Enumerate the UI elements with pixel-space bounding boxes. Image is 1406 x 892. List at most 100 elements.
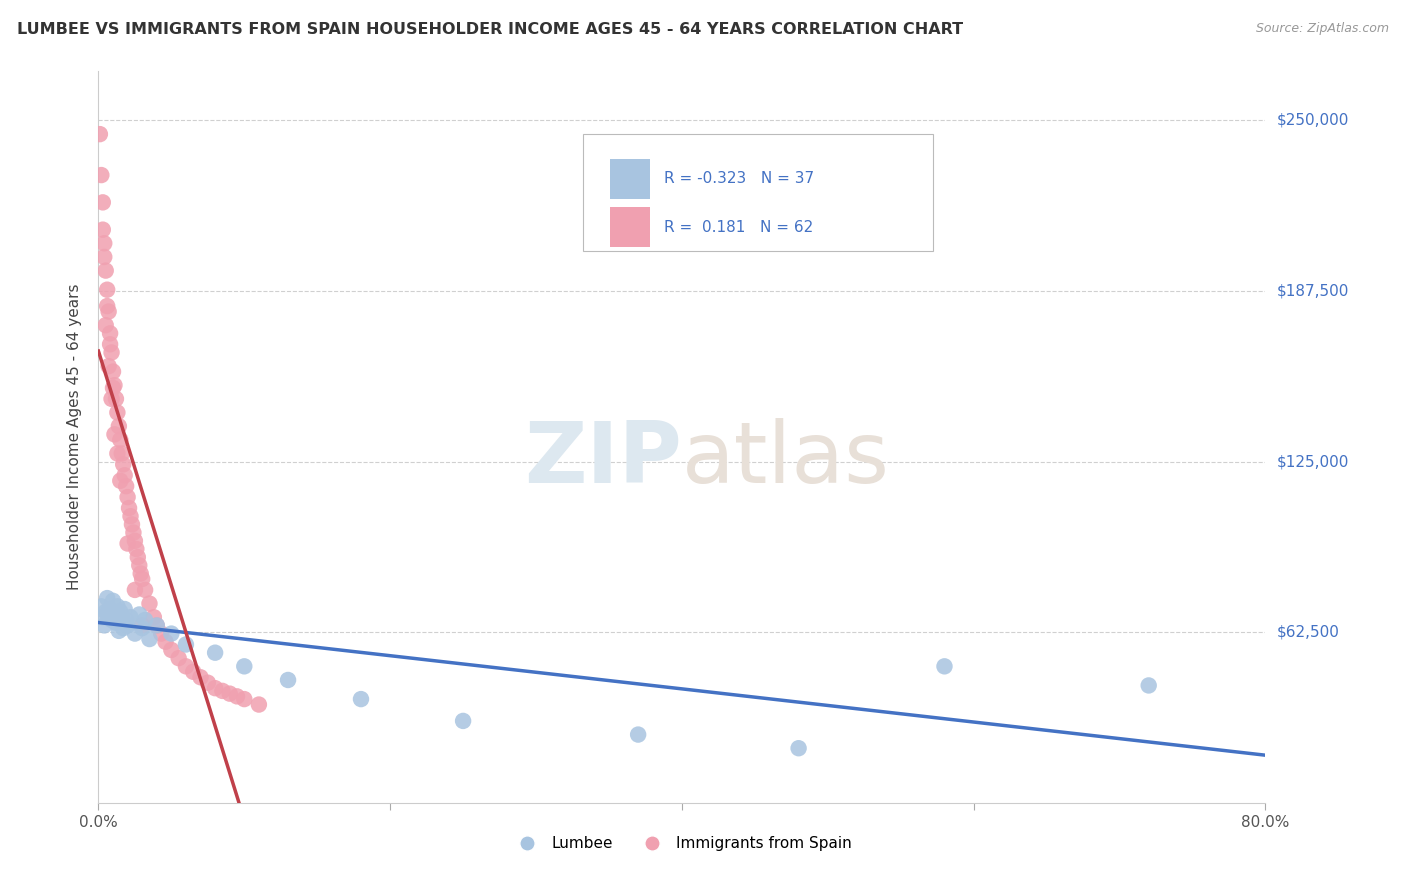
Point [127, 550, 149, 565]
Point [94, 263, 117, 277]
Text: LUMBEE VS IMMIGRANTS FROM SPAIN HOUSEHOLDER INCOME AGES 45 - 64 YEARS CORRELATIO: LUMBEE VS IMMIGRANTS FROM SPAIN HOUSEHOL… [17, 22, 963, 37]
Point [138, 597, 160, 611]
Point [100, 345, 122, 359]
Text: $187,500: $187,500 [1277, 284, 1348, 299]
Point [138, 632, 160, 646]
Y-axis label: Householder Income Ages 45 - 64 years: Householder Income Ages 45 - 64 years [67, 284, 83, 591]
Point [98, 602, 121, 616]
Point [131, 621, 153, 635]
Point [134, 582, 156, 597]
Point [101, 594, 124, 608]
Point [174, 638, 197, 652]
Point [93, 618, 115, 632]
Point [277, 673, 299, 687]
Point [128, 558, 150, 573]
Point [114, 468, 136, 483]
Bar [610, 207, 651, 247]
Point [112, 621, 135, 635]
Text: ZIP: ZIP [524, 417, 682, 500]
Point [124, 533, 146, 548]
Point [218, 687, 240, 701]
Point [131, 618, 153, 632]
Point [233, 659, 256, 673]
Point [124, 626, 146, 640]
Point [105, 405, 128, 419]
Point [129, 566, 152, 581]
Point [103, 607, 125, 622]
Text: $250,000: $250,000 [1277, 113, 1348, 128]
Point [110, 433, 132, 447]
Point [117, 618, 139, 632]
Point [97, 610, 120, 624]
Point [134, 613, 156, 627]
Point [181, 665, 204, 679]
Point [101, 381, 124, 395]
Point [146, 618, 169, 632]
Point [122, 525, 145, 540]
Point [90, 168, 112, 182]
Point [111, 610, 134, 624]
Point [155, 634, 177, 648]
Point [100, 613, 122, 627]
Point [101, 365, 124, 379]
Point [117, 536, 139, 550]
Point [105, 446, 128, 460]
Point [105, 599, 128, 614]
Point [211, 684, 233, 698]
Point [117, 490, 139, 504]
Point [94, 605, 117, 619]
Point [120, 509, 142, 524]
Point [100, 392, 122, 406]
Point [94, 318, 117, 333]
Point [110, 474, 132, 488]
Point [108, 624, 131, 638]
Point [142, 610, 165, 624]
Text: R = -0.323   N = 37: R = -0.323 N = 37 [665, 171, 814, 186]
Point [112, 458, 135, 472]
Point [104, 615, 127, 630]
Point [90, 599, 112, 614]
Point [115, 479, 138, 493]
Point [1137, 678, 1160, 692]
Text: $62,500: $62,500 [1277, 624, 1340, 640]
Point [103, 427, 125, 442]
Point [108, 419, 131, 434]
Point [93, 236, 115, 251]
Point [120, 610, 142, 624]
Point [197, 675, 219, 690]
Point [160, 626, 183, 640]
Point [111, 446, 134, 460]
Point [124, 582, 146, 597]
Point [350, 692, 373, 706]
Point [97, 359, 120, 373]
Point [233, 692, 256, 706]
Point [934, 659, 956, 673]
Point [174, 659, 197, 673]
Point [91, 610, 114, 624]
Point [104, 392, 127, 406]
Point [114, 602, 136, 616]
Point [98, 337, 121, 351]
Point [204, 681, 226, 695]
Point [103, 378, 125, 392]
Legend: Lumbee, Immigrants from Spain: Lumbee, Immigrants from Spain [506, 830, 858, 857]
Point [91, 222, 114, 236]
Point [96, 283, 118, 297]
Point [89, 127, 111, 141]
Point [167, 651, 190, 665]
Point [150, 626, 173, 640]
Text: atlas: atlas [682, 417, 890, 500]
Point [627, 728, 650, 742]
Point [118, 501, 141, 516]
Point [93, 250, 115, 264]
Point [226, 690, 249, 704]
Point [91, 195, 114, 210]
FancyBboxPatch shape [582, 134, 932, 251]
Point [121, 517, 143, 532]
Text: Source: ZipAtlas.com: Source: ZipAtlas.com [1256, 22, 1389, 36]
Text: $125,000: $125,000 [1277, 454, 1348, 469]
Point [787, 741, 810, 756]
Point [160, 643, 183, 657]
Bar [610, 159, 651, 199]
Text: R =  0.181   N = 62: R = 0.181 N = 62 [665, 219, 814, 235]
